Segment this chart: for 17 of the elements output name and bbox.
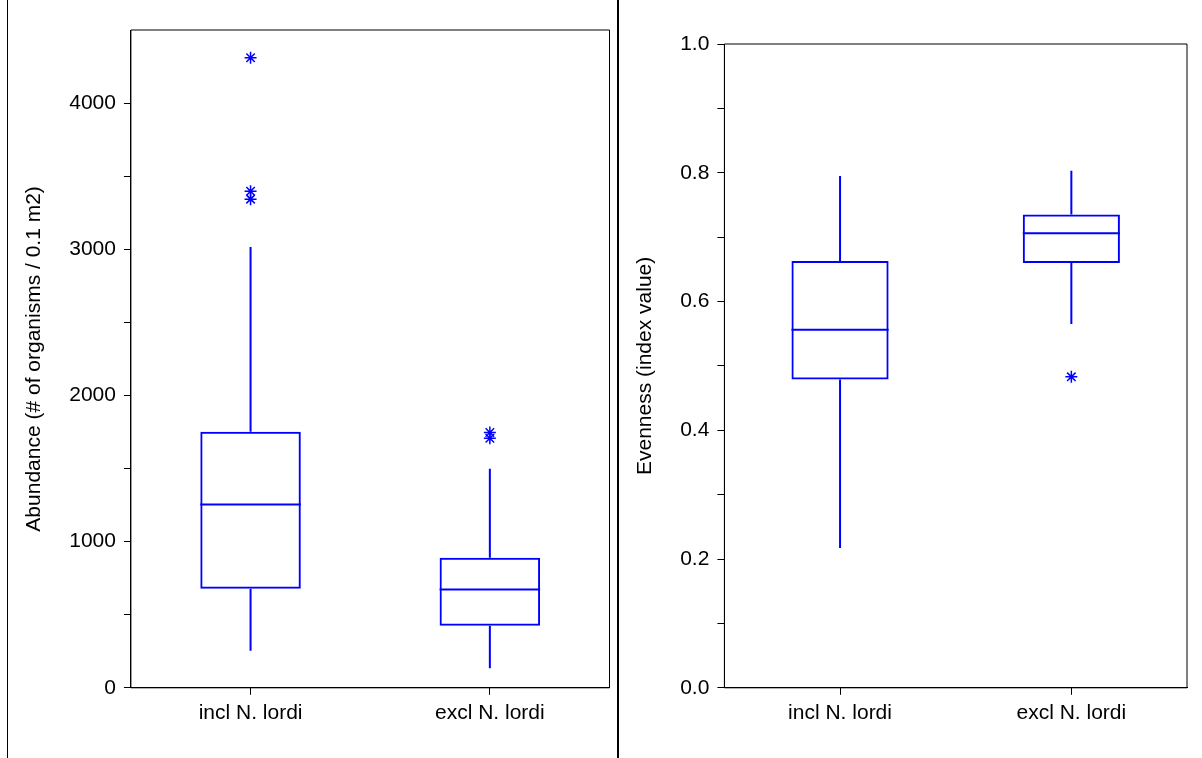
y-tick-label: 0.8 <box>680 159 710 183</box>
y-tick-label: 0.0 <box>680 674 710 698</box>
x-tick-label: excl N. lordi <box>435 700 545 724</box>
y-tick-label: 2000 <box>69 382 116 406</box>
y-tick-label: 0.4 <box>680 417 710 441</box>
y-axis-title: Abundance (# of organisms / 0.1 m2) <box>21 186 45 532</box>
y-tick-label: 0 <box>104 674 116 698</box>
x-tick-label: incl N. lordi <box>788 700 892 724</box>
y-tick-label: 4000 <box>69 89 116 113</box>
x-tick-label: excl N. lordi <box>1016 700 1127 724</box>
y-tick-label: 0.6 <box>680 288 710 312</box>
y-tick-label: 0.2 <box>680 545 710 569</box>
x-tick-label: incl N. lordi <box>198 700 303 724</box>
y-tick-label: 1000 <box>69 528 116 552</box>
y-tick-label: 1.0 <box>680 30 710 54</box>
y-tick-label: 3000 <box>69 236 116 260</box>
y-axis-title: Evenness (index value) <box>632 256 656 476</box>
